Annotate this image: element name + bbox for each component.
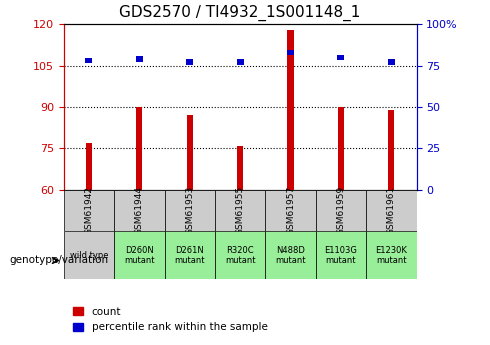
Bar [288,30,294,190]
Bar [114,231,165,279]
Text: GSM61957: GSM61957 [286,186,295,235]
Bar [215,231,265,279]
Text: N488D
mutant: N488D mutant [275,246,306,265]
Bar [165,231,215,279]
Bar [85,58,93,63]
Bar [366,190,416,231]
Text: R320C
mutant: R320C mutant [225,246,255,265]
Text: GSM61944: GSM61944 [135,186,144,235]
Text: GSM61953: GSM61953 [185,186,194,235]
Bar [64,231,114,279]
Title: GDS2570 / TI4932_1S001148_1: GDS2570 / TI4932_1S001148_1 [120,5,361,21]
Bar [316,190,366,231]
Bar [237,59,244,65]
Text: GSM61955: GSM61955 [236,186,245,235]
Text: E1230K
mutant: E1230K mutant [375,246,407,265]
Bar [186,59,193,65]
Bar [265,231,316,279]
Bar [165,190,215,231]
Legend: count, percentile rank within the sample: count, percentile rank within the sample [69,303,272,336]
Text: GSM61942: GSM61942 [84,186,94,235]
Bar [86,143,92,190]
Bar [388,110,394,190]
Bar [265,190,316,231]
Text: GSM61959: GSM61959 [337,186,345,235]
Bar [237,146,243,190]
Bar [187,115,193,190]
Bar [338,107,344,190]
Bar [366,231,416,279]
Bar [215,190,265,231]
Bar [136,107,142,190]
Text: GSM61961: GSM61961 [387,186,396,235]
Bar [136,56,143,62]
Text: genotype/variation: genotype/variation [10,256,109,265]
Bar [316,231,366,279]
Bar [287,50,294,55]
Bar [114,190,165,231]
Bar [64,190,114,231]
Bar [388,59,395,65]
Text: D261N
mutant: D261N mutant [174,246,205,265]
Bar [338,55,344,60]
Text: wild type: wild type [70,251,108,260]
Text: D260N
mutant: D260N mutant [124,246,154,265]
Text: E1103G
mutant: E1103G mutant [324,246,357,265]
